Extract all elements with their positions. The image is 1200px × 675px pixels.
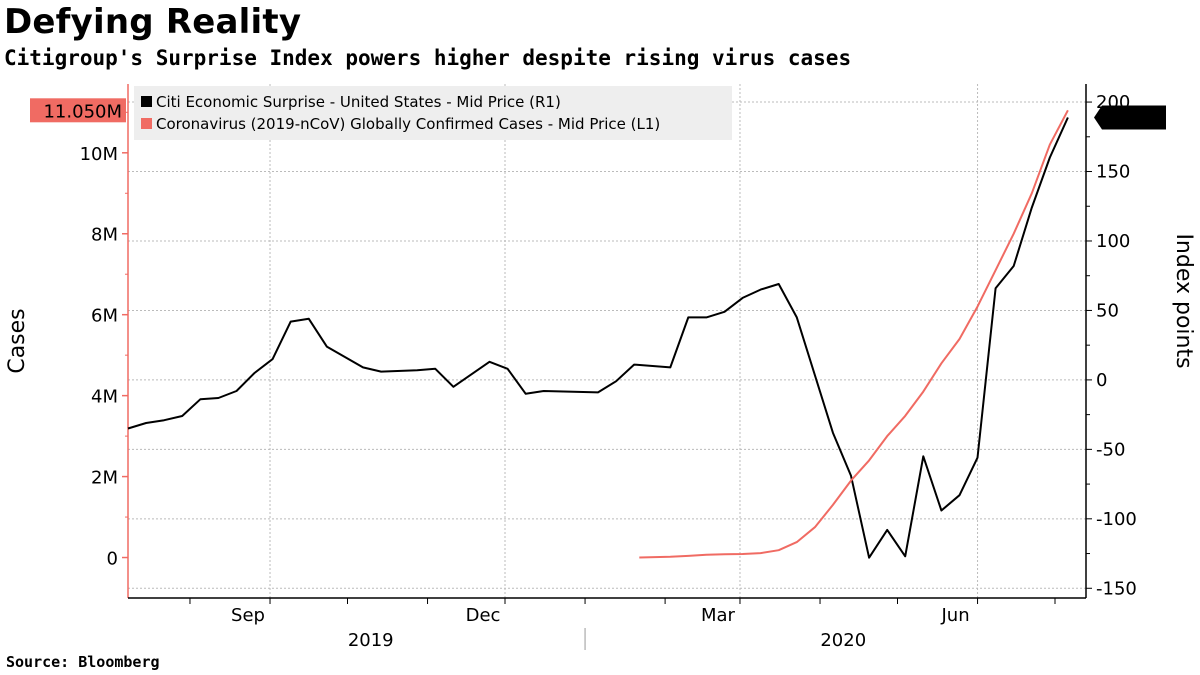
left-axis-tick-label: 0 bbox=[107, 549, 118, 570]
right-axis-tick-label: 150 bbox=[1096, 162, 1130, 183]
legend-background bbox=[134, 86, 732, 140]
left-axis-tick-label: 8M bbox=[91, 225, 118, 246]
left-axis-tick-label: 2M bbox=[91, 468, 118, 489]
x-axis-month-label: Sep bbox=[231, 605, 265, 626]
series-line-cases bbox=[639, 109, 1069, 559]
right-axis-tick-label: 50 bbox=[1096, 300, 1119, 321]
legend: Citi Economic Surprise - United States -… bbox=[134, 86, 732, 140]
right-axis-title: Index points bbox=[1171, 233, 1196, 368]
left-last-value-badge bbox=[30, 98, 126, 123]
series-line-surprise bbox=[127, 117, 1069, 559]
right-axis-tick-label: -100 bbox=[1096, 509, 1137, 530]
left-axis-tick-label: 4M bbox=[91, 387, 118, 408]
source-note: Source: Bloomberg bbox=[6, 653, 160, 671]
left-axis-tick-label: 10M bbox=[80, 144, 118, 165]
right-axis-tick-label: -150 bbox=[1096, 578, 1137, 599]
legend-swatch-cases bbox=[141, 118, 152, 129]
legend-label-cases: Coronavirus (2019-nCoV) Globally Confirm… bbox=[156, 115, 660, 133]
right-axis-tick-label: 0 bbox=[1096, 370, 1107, 391]
left-axis-tick-label: 6M bbox=[91, 306, 118, 327]
series-lines bbox=[127, 109, 1069, 559]
chart-subtitle: Citigroup's Surprise Index powers higher… bbox=[4, 46, 852, 70]
x-axis-month-label: Mar bbox=[701, 605, 736, 626]
gridlines bbox=[128, 84, 1086, 598]
legend-swatch-surprise bbox=[141, 96, 152, 107]
left-last-value-label: 11.050M bbox=[43, 101, 122, 122]
x-axis-year-label: 2019 bbox=[348, 630, 394, 651]
x-axis-month-label: Jun bbox=[940, 605, 969, 626]
right-last-value-label: 188.90 bbox=[1100, 108, 1163, 129]
x-axis-month-label: Dec bbox=[466, 605, 501, 626]
right-axis-tick-label: -50 bbox=[1096, 439, 1125, 460]
right-axis-tick-label: 100 bbox=[1096, 231, 1130, 252]
right-last-value-badge bbox=[1094, 105, 1166, 130]
chart-title: Defying Reality bbox=[4, 2, 302, 42]
legend-label-surprise: Citi Economic Surprise - United States -… bbox=[156, 93, 561, 111]
left-axis-title: Cases bbox=[5, 308, 30, 373]
value-labels: 11.050M 188.90 bbox=[30, 98, 1166, 130]
x-axis-year-label: 2020 bbox=[820, 630, 866, 651]
